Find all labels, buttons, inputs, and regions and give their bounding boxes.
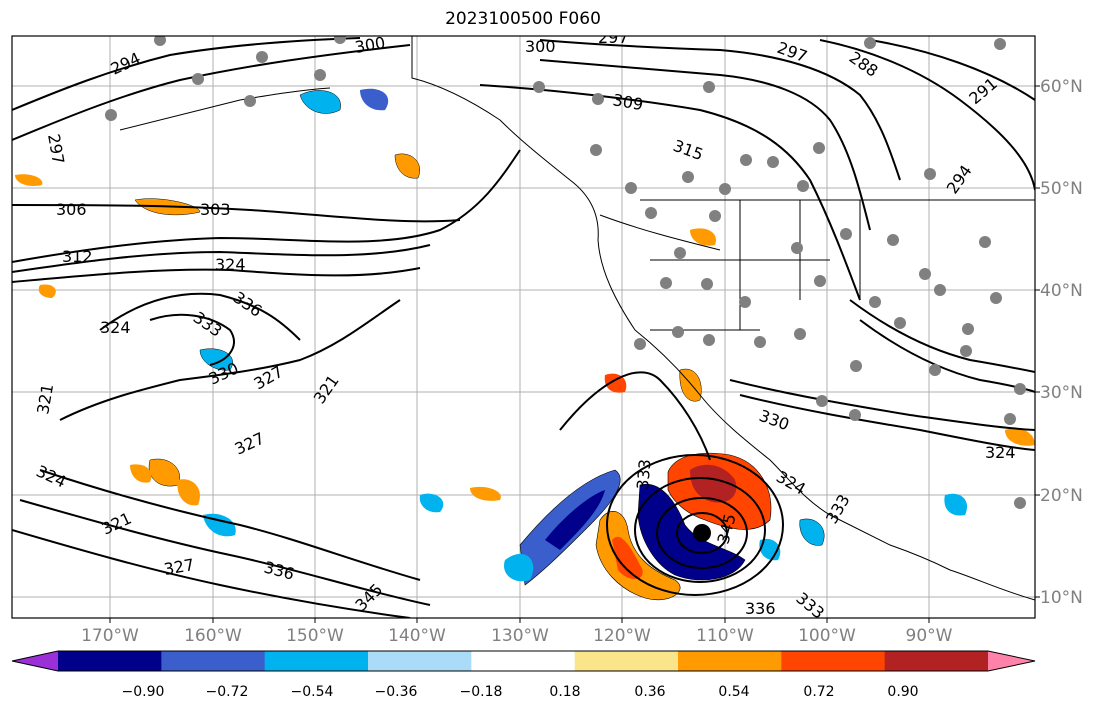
colorbar-segment xyxy=(574,651,679,671)
warm-patch xyxy=(394,153,420,179)
contour-label: 300 xyxy=(353,33,386,57)
warm-patch xyxy=(15,174,43,186)
colorbar-extend-max xyxy=(988,651,1035,671)
lat-label: 60°N xyxy=(1040,77,1083,97)
contour-label: 303 xyxy=(200,200,231,219)
cool-anomaly-patch xyxy=(504,553,534,582)
contour-label: 300 xyxy=(525,37,556,56)
contour-label: 306 xyxy=(56,200,87,219)
colorbar-segment xyxy=(471,651,576,671)
cool-patch xyxy=(360,88,389,111)
contour-label: 324 xyxy=(215,255,246,274)
lon-label: 140°W xyxy=(388,626,446,646)
colorbar-tick-label: 0.54 xyxy=(718,684,749,700)
colorbar-segment xyxy=(161,651,266,671)
colorbar-segment xyxy=(58,651,162,671)
contour-label: 333 xyxy=(633,458,655,490)
cool-patch xyxy=(799,518,825,546)
cool-patch xyxy=(299,90,341,114)
station-dots xyxy=(105,36,1026,509)
lon-ticks xyxy=(109,618,930,623)
warm-patch xyxy=(38,284,56,298)
coastlines xyxy=(119,36,1035,601)
colorbar-tick-label: 0.90 xyxy=(887,684,918,700)
colorbar-tick-label: 0.72 xyxy=(803,684,834,700)
colorbar-segment xyxy=(781,651,886,671)
cool-patch xyxy=(419,493,444,513)
cool-patch xyxy=(944,493,968,516)
storm-rings xyxy=(606,454,784,596)
lon-label: 160°W xyxy=(184,626,242,646)
height-contours xyxy=(12,37,1035,618)
colorbar-tick-label: −0.18 xyxy=(460,684,503,700)
lat-label: 20°N xyxy=(1040,486,1083,506)
lon-label: 130°W xyxy=(491,626,549,646)
warm-patch xyxy=(1005,428,1035,446)
warm-patch xyxy=(177,479,200,506)
warm-patch xyxy=(690,228,716,246)
gridlines xyxy=(12,36,1035,618)
cool-patch xyxy=(199,348,233,371)
lat-label: 40°N xyxy=(1040,281,1083,301)
warm-anomaly-south-core xyxy=(612,536,643,580)
warm-anomaly-peak xyxy=(690,464,737,503)
lon-label: 100°W xyxy=(798,626,856,646)
colorbar-extend-min xyxy=(12,651,58,671)
contour-label: 324 xyxy=(985,443,1016,462)
lon-label: 110°W xyxy=(696,626,754,646)
lat-ticks xyxy=(1035,85,1040,598)
lon-labels: 170°W 160°W 150°W 140°W 130°W 120°W 110°… xyxy=(81,626,953,646)
lon-label: 150°W xyxy=(286,626,344,646)
map-background xyxy=(12,36,1035,618)
colorbar-tick-label: −0.54 xyxy=(291,684,334,700)
warm-patch xyxy=(130,464,152,483)
warm-anomaly-south xyxy=(595,511,681,601)
lat-label: 30°N xyxy=(1040,383,1083,403)
colorbar-segment xyxy=(884,651,989,671)
lon-label: 120°W xyxy=(593,626,651,646)
colorbar-tick-label: −0.90 xyxy=(122,684,165,700)
colorbar-outline xyxy=(11,650,1036,672)
colorbar-segment xyxy=(678,651,782,671)
lat-label: 10°N xyxy=(1040,588,1083,608)
storm-center-marker xyxy=(693,524,711,542)
colorbar-tick-label: −0.36 xyxy=(375,684,418,700)
lon-label: 170°W xyxy=(81,626,139,646)
cool-anomaly-core xyxy=(637,483,746,581)
lon-label: 90°W xyxy=(906,626,953,646)
colorbar-tick-label: −0.72 xyxy=(206,684,249,700)
colorbar-labels: −0.90 −0.72 −0.54 −0.36 −0.18 0.18 0.36 … xyxy=(122,684,919,700)
cool-anomaly-band-core xyxy=(545,490,605,550)
warm-patch xyxy=(470,486,501,501)
contour-label: 336 xyxy=(745,599,776,618)
colorbar-segment xyxy=(368,651,472,671)
map-frame xyxy=(11,35,1036,619)
lat-label: 50°N xyxy=(1040,179,1083,199)
contour-label: 297 xyxy=(598,28,629,47)
contour-label: 312 xyxy=(62,247,93,266)
colorbar-tick-label: 0.18 xyxy=(549,684,580,700)
colorbar-segment xyxy=(264,651,369,671)
lat-labels: 60°N 50°N 40°N 30°N 20°N 10°N xyxy=(1040,77,1083,608)
colorbar xyxy=(11,650,1036,672)
colorbar-tick-label: 0.36 xyxy=(634,684,665,700)
warm-patch xyxy=(604,373,627,393)
map-title: 2023100500 F060 xyxy=(445,9,601,29)
contour-label: 324 xyxy=(100,318,131,337)
